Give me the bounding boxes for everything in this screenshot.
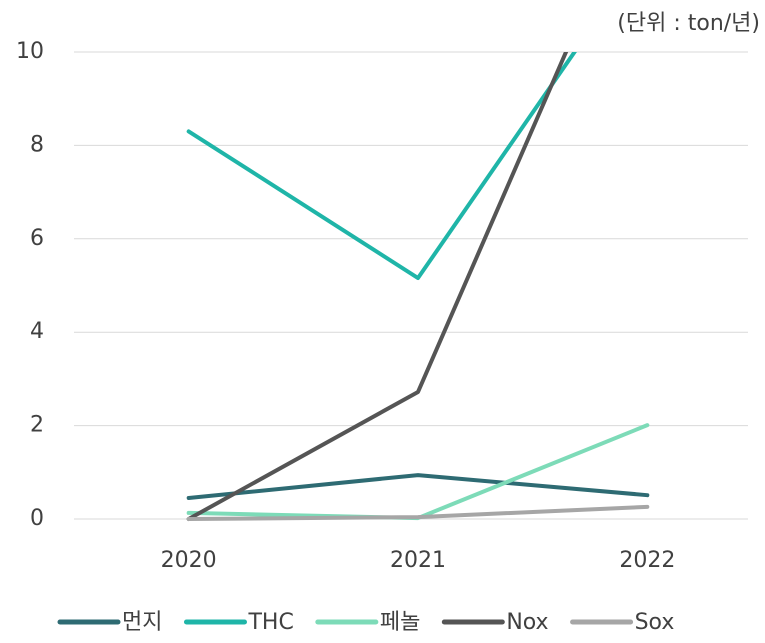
y-tick-label: 0 — [30, 506, 44, 531]
series-line — [186, 52, 577, 281]
legend-label: Sox — [635, 610, 675, 635]
series-line — [186, 473, 650, 500]
legend-label: 먼지 — [122, 610, 162, 635]
y-tick-label: 2 — [30, 413, 44, 438]
series-line — [186, 52, 569, 521]
plot-area — [186, 52, 650, 521]
y-tick-label: 4 — [30, 319, 44, 344]
y-tick-label: 6 — [30, 226, 44, 251]
y-tick-label: 8 — [30, 132, 44, 157]
y-tick-label: 10 — [16, 39, 44, 64]
x-tick-label: 2022 — [619, 548, 675, 573]
series-line — [186, 423, 650, 521]
series-line — [186, 504, 650, 521]
x-tick-label: 2020 — [161, 548, 217, 573]
legend-label: THC — [247, 610, 293, 635]
legend-label: 페놀 — [380, 610, 420, 635]
x-tick-label: 2021 — [390, 548, 446, 573]
legend-label: Nox — [506, 610, 548, 635]
unit-label: (단위 : ton/년) — [617, 11, 760, 36]
